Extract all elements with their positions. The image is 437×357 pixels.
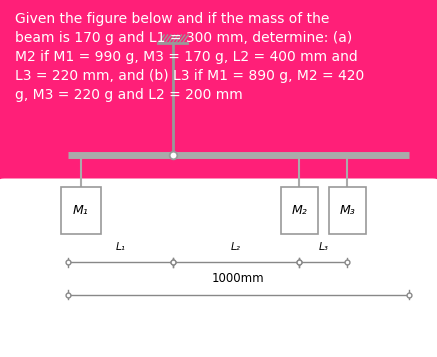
FancyBboxPatch shape (281, 187, 318, 234)
Text: Given the figure below and if the mass of the
beam is 170 g and L1 = 300 mm, det: Given the figure below and if the mass o… (15, 12, 364, 102)
Text: 1000mm: 1000mm (212, 272, 264, 285)
FancyBboxPatch shape (61, 187, 101, 234)
FancyBboxPatch shape (329, 187, 366, 234)
FancyBboxPatch shape (0, 178, 437, 357)
FancyBboxPatch shape (0, 0, 437, 211)
Text: M₁: M₁ (73, 204, 89, 217)
Text: L₁: L₁ (115, 242, 125, 252)
Text: M₃: M₃ (340, 204, 355, 217)
Text: L₂: L₂ (231, 242, 241, 252)
Text: M₂: M₂ (291, 204, 307, 217)
Text: L₃: L₃ (319, 242, 328, 252)
